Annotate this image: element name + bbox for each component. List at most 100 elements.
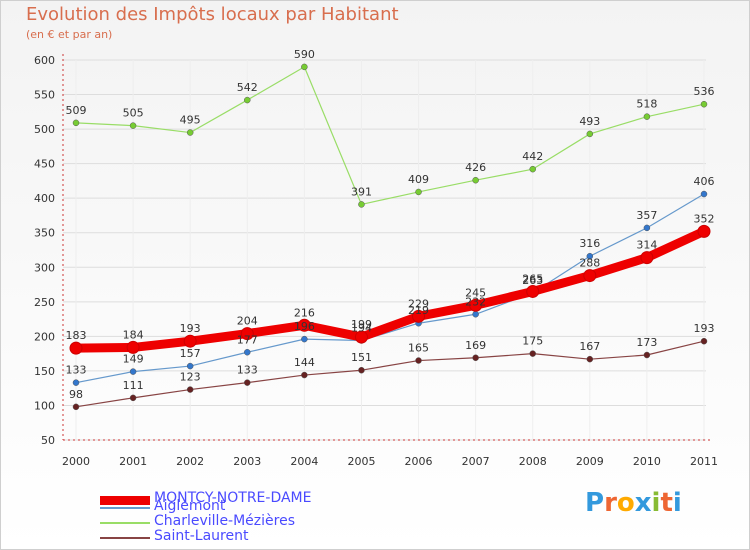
data-point: [640, 251, 654, 265]
x-tick-label: 2011: [690, 455, 718, 468]
y-tick-label: 100: [34, 399, 55, 412]
data-label: 133: [237, 364, 258, 377]
x-tick-label: 2004: [290, 455, 318, 468]
data-point: [586, 252, 594, 260]
data-point: [472, 311, 479, 318]
data-point: [129, 368, 137, 375]
data-label: 133: [66, 364, 87, 377]
data-label: 542: [237, 81, 258, 94]
data-point: [700, 100, 708, 108]
x-tick-label: 2007: [462, 455, 490, 468]
y-tick-label: 350: [34, 227, 55, 240]
x-tick-label: 2003: [233, 455, 261, 468]
data-point: [529, 350, 536, 357]
data-label: 111: [123, 379, 144, 392]
data-label: 219: [408, 304, 429, 317]
data-label: 232: [465, 295, 486, 308]
data-point: [586, 130, 594, 138]
data-label: 265: [522, 272, 543, 285]
data-point: [301, 371, 308, 379]
data-point: [72, 379, 80, 386]
x-tick-label: 2009: [576, 455, 604, 468]
legend-label: Saint-Laurent: [154, 528, 249, 544]
data-point: [297, 318, 311, 332]
data-label: 177: [237, 333, 258, 346]
y-tick-label: 50: [41, 434, 55, 447]
proxiti-logo: Proxiti: [585, 488, 682, 518]
data-point: [415, 357, 422, 364]
chart-title: Evolution des Impôts locaux par Habitant: [26, 4, 399, 25]
data-point: [129, 394, 137, 402]
data-label: 536: [694, 85, 715, 98]
data-label: 406: [694, 175, 715, 188]
legend-label: Aiglemont: [154, 498, 226, 514]
data-point: [186, 362, 194, 370]
data-label: 184: [123, 328, 144, 341]
data-point: [643, 351, 651, 359]
data-label: 590: [294, 48, 315, 61]
data-point: [301, 335, 308, 343]
data-label: 505: [123, 107, 144, 120]
data-label: 151: [351, 351, 372, 364]
x-tick-label: 2002: [176, 455, 204, 468]
data-label: 98: [69, 388, 83, 401]
data-point: [72, 403, 80, 411]
data-label: 391: [351, 185, 372, 198]
x-tick-label: 2001: [119, 455, 147, 468]
data-point: [415, 188, 422, 196]
data-point: [700, 337, 708, 345]
data-label: 157: [180, 347, 201, 360]
data-label: 167: [579, 340, 600, 353]
y-tick-label: 200: [34, 330, 55, 343]
data-label: 173: [636, 336, 657, 349]
data-point: [354, 330, 368, 344]
data-point: [697, 224, 711, 238]
data-label: 169: [465, 339, 486, 352]
data-label: 426: [465, 161, 486, 174]
data-point: [126, 340, 140, 354]
x-tick-label: 2008: [519, 455, 547, 468]
series-line-montcy-notre-dame: [71, 226, 709, 353]
x-tick-label: 2005: [347, 455, 375, 468]
data-label: 518: [636, 98, 657, 111]
data-point: [72, 119, 80, 127]
data-point: [358, 201, 365, 208]
data-point: [240, 327, 254, 341]
data-point: [643, 113, 651, 120]
data-label: 175: [522, 335, 543, 348]
data-point: [129, 122, 137, 129]
data-label: 495: [180, 114, 201, 127]
data-point: [358, 366, 365, 374]
data-label: 493: [579, 115, 600, 128]
data-point: [244, 96, 251, 104]
data-point: [586, 355, 594, 363]
y-tick-label: 500: [34, 123, 55, 136]
data-label: 509: [66, 104, 87, 117]
data-label: 204: [237, 315, 258, 328]
x-tick-label: 2000: [62, 455, 90, 468]
data-point: [643, 224, 651, 232]
legend-swatch: [100, 496, 150, 505]
data-point: [244, 379, 251, 386]
legend-label: Charleville-Mézières: [154, 513, 296, 529]
data-label: 245: [465, 286, 486, 299]
legend-swatch: [100, 537, 150, 539]
data-label: 199: [351, 318, 372, 331]
legend-swatch: [100, 522, 150, 524]
data-point: [526, 284, 540, 298]
data-point: [412, 309, 426, 323]
data-label: 409: [408, 173, 429, 186]
data-point: [186, 129, 194, 136]
data-point: [183, 334, 197, 348]
data-label: 314: [636, 239, 657, 252]
x-tick-label: 2006: [405, 455, 433, 468]
data-label: 216: [294, 306, 315, 319]
data-point: [186, 386, 194, 393]
y-tick-label: 300: [34, 261, 55, 274]
data-point: [472, 176, 479, 184]
data-label: 194: [351, 322, 372, 335]
series-line-aiglemont: [75, 193, 705, 384]
data-label: 193: [694, 322, 715, 335]
